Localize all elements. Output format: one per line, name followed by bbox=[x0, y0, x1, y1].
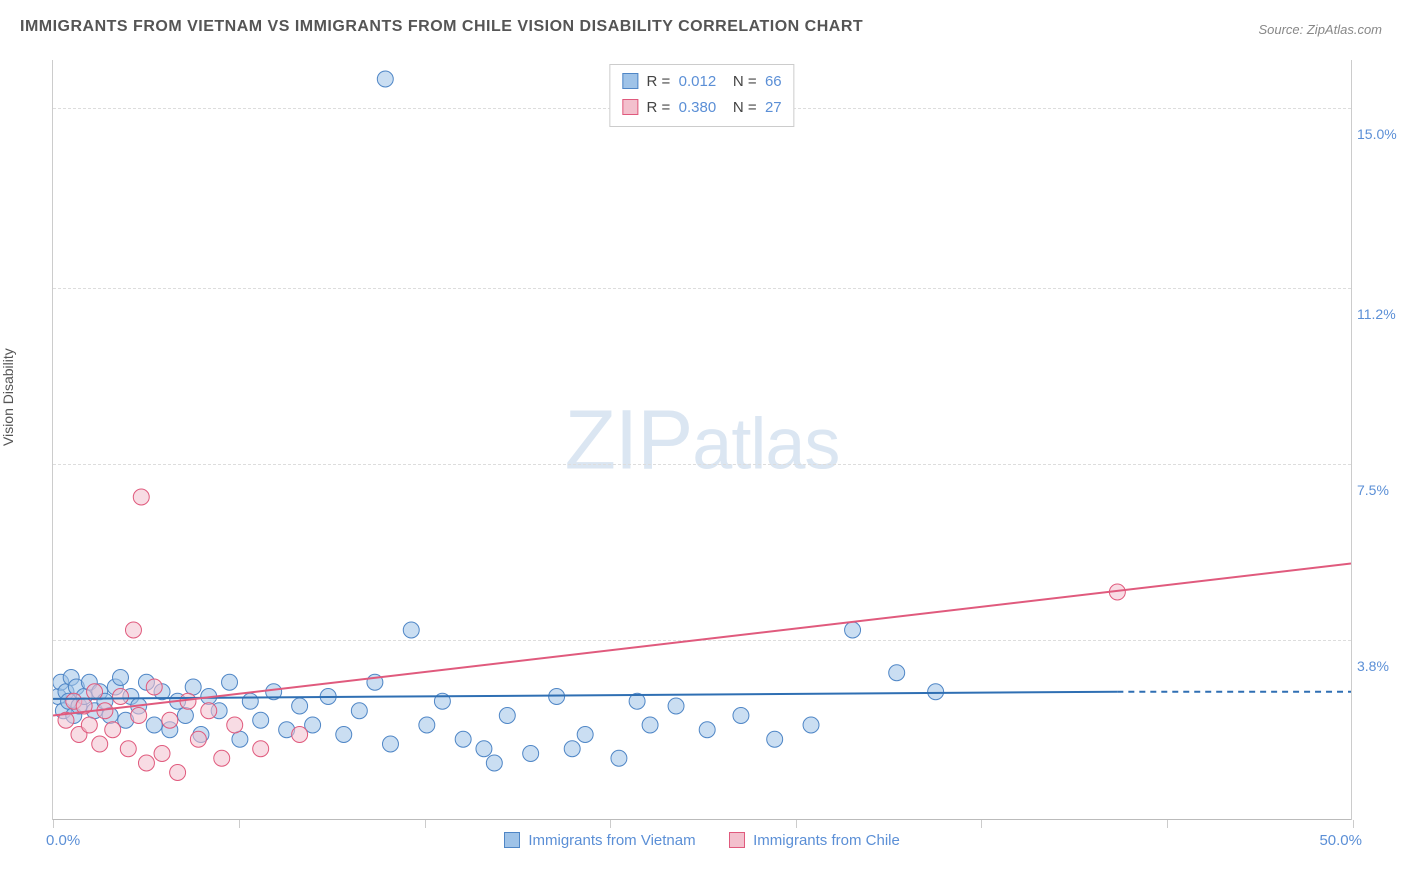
source-attribution: Source: ZipAtlas.com bbox=[1258, 22, 1382, 37]
data-point bbox=[113, 689, 129, 705]
data-point bbox=[455, 731, 471, 747]
data-point bbox=[81, 717, 97, 733]
plot-area: ZIPatlas 3.8%7.5%11.2%15.0% R = 0.012 N … bbox=[52, 60, 1352, 820]
data-point bbox=[642, 717, 658, 733]
data-point bbox=[146, 679, 162, 695]
data-point bbox=[227, 717, 243, 733]
data-point bbox=[292, 698, 308, 714]
data-point bbox=[564, 741, 580, 757]
data-point bbox=[87, 684, 103, 700]
data-point bbox=[292, 727, 308, 743]
data-point bbox=[146, 717, 162, 733]
y-axis-label: Vision Disability bbox=[0, 348, 16, 446]
data-point bbox=[336, 727, 352, 743]
data-point bbox=[138, 755, 154, 771]
x-tick bbox=[425, 820, 426, 828]
data-point bbox=[351, 703, 367, 719]
data-point bbox=[154, 746, 170, 762]
x-tick bbox=[1167, 820, 1168, 828]
data-point bbox=[214, 750, 230, 766]
series-legend: Immigrants from Vietnam Immigrants from … bbox=[52, 832, 1352, 849]
data-point bbox=[845, 622, 861, 638]
y-tick-label: 11.2% bbox=[1357, 306, 1406, 322]
data-point bbox=[253, 741, 269, 757]
x-tick bbox=[981, 820, 982, 828]
data-point bbox=[668, 698, 684, 714]
data-point bbox=[113, 670, 129, 686]
data-point bbox=[190, 731, 206, 747]
data-point bbox=[201, 703, 217, 719]
data-point bbox=[232, 731, 248, 747]
data-point bbox=[382, 736, 398, 752]
data-point bbox=[92, 736, 108, 752]
data-point bbox=[499, 708, 515, 724]
data-point bbox=[253, 712, 269, 728]
data-point bbox=[733, 708, 749, 724]
scatter-svg bbox=[53, 60, 1351, 820]
data-point bbox=[699, 722, 715, 738]
data-point bbox=[889, 665, 905, 681]
data-point bbox=[125, 622, 141, 638]
data-point bbox=[120, 741, 136, 757]
x-tick bbox=[239, 820, 240, 828]
data-point bbox=[403, 622, 419, 638]
data-point bbox=[242, 693, 258, 709]
x-tick bbox=[796, 820, 797, 828]
data-point bbox=[170, 765, 186, 781]
data-point bbox=[105, 722, 121, 738]
data-point bbox=[131, 708, 147, 724]
x-tick bbox=[53, 820, 54, 828]
legend-swatch-chile bbox=[729, 832, 745, 848]
chart-title: IMMIGRANTS FROM VIETNAM VS IMMIGRANTS FR… bbox=[20, 18, 863, 36]
data-point bbox=[928, 684, 944, 700]
legend-label-chile: Immigrants from Chile bbox=[753, 832, 900, 849]
data-point bbox=[803, 717, 819, 733]
data-point bbox=[133, 489, 149, 505]
y-tick-label: 3.8% bbox=[1357, 658, 1406, 674]
data-point bbox=[419, 717, 435, 733]
data-point bbox=[377, 71, 393, 87]
y-tick-label: 15.0% bbox=[1357, 126, 1406, 142]
legend-label-vietnam: Immigrants from Vietnam bbox=[528, 832, 695, 849]
data-point bbox=[177, 708, 193, 724]
data-point bbox=[577, 727, 593, 743]
data-point bbox=[476, 741, 492, 757]
data-point bbox=[162, 712, 178, 728]
x-tick bbox=[1353, 820, 1354, 828]
data-point bbox=[185, 679, 201, 695]
data-point bbox=[486, 755, 502, 771]
data-point bbox=[767, 731, 783, 747]
legend-swatch-vietnam bbox=[504, 832, 520, 848]
data-point bbox=[222, 674, 238, 690]
data-point bbox=[611, 750, 627, 766]
x-tick bbox=[610, 820, 611, 828]
y-tick-label: 7.5% bbox=[1357, 482, 1406, 498]
data-point bbox=[523, 746, 539, 762]
